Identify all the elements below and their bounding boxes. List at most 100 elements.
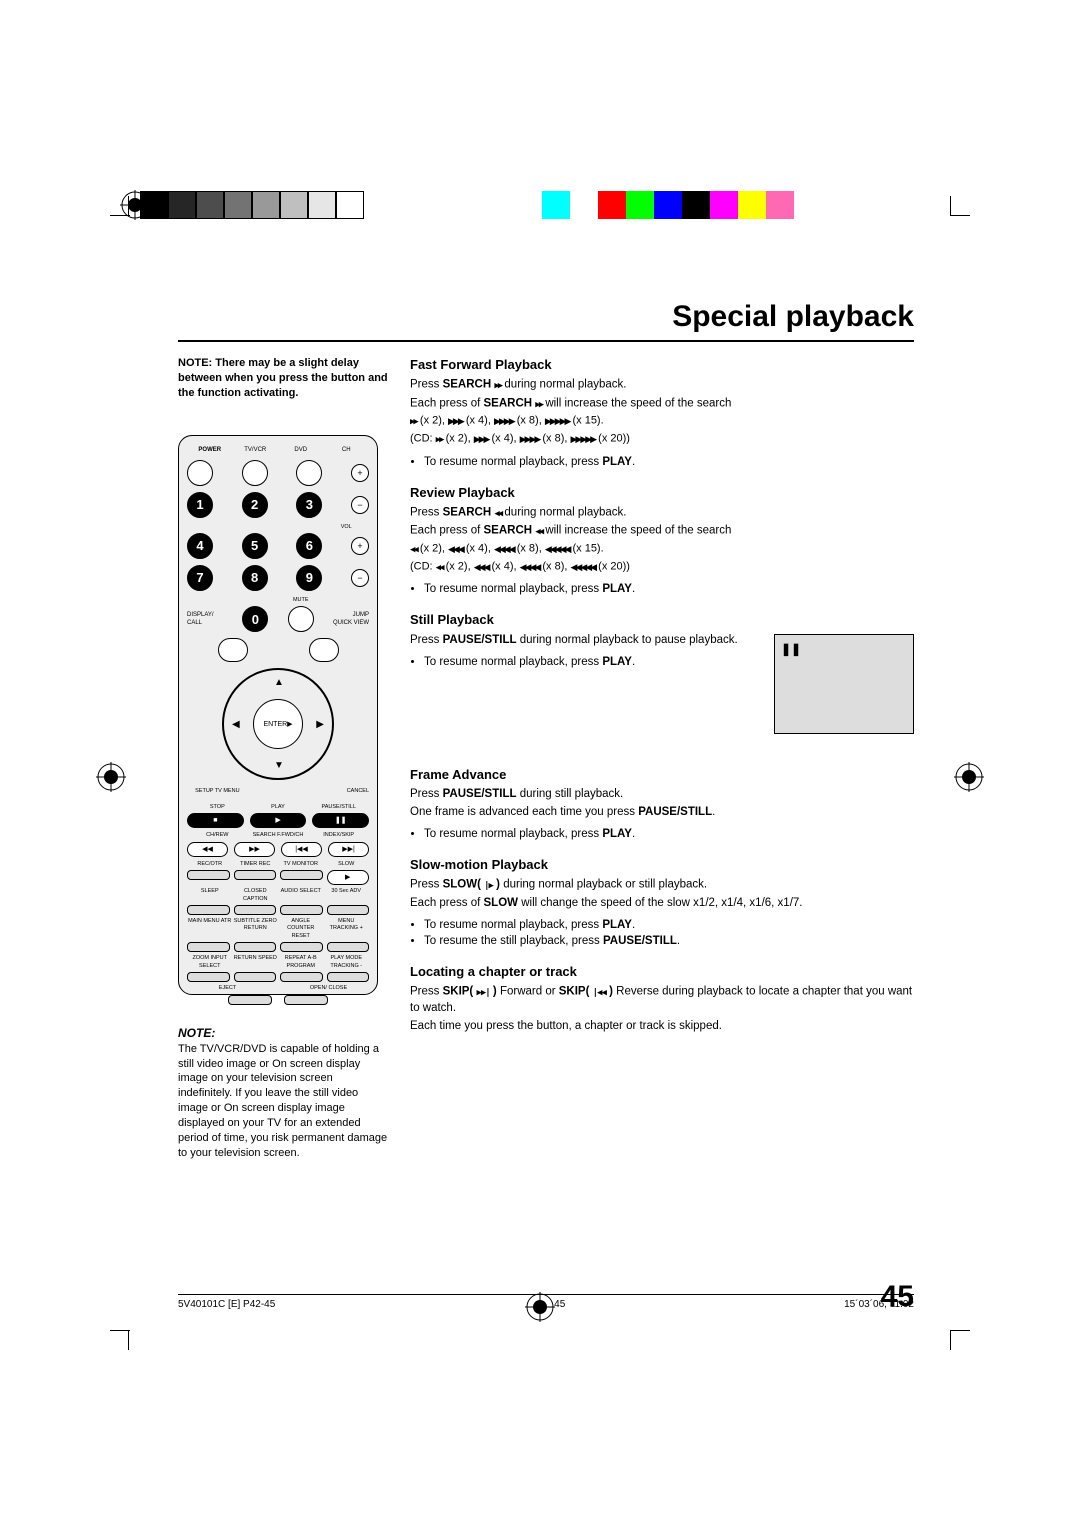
- frame-line1: Press PAUSE/STILL during still playback.: [410, 786, 914, 802]
- ff-icon: [570, 433, 595, 445]
- ch-down-button: −: [351, 496, 369, 514]
- return-button: [234, 972, 277, 982]
- remote-label: AUDIO SELECT: [278, 888, 324, 903]
- ff-cd-speeds: (CD: (x 2), (x 4), (x 8), (x 20)): [410, 431, 914, 447]
- remote-label: INDEX/SKIP: [308, 832, 369, 839]
- locate-line1: Press SKIP( ) Forward or SKIP( ) Reverse…: [410, 983, 914, 1016]
- remote-label: CLOSED CAPTION: [233, 888, 279, 903]
- remote-label: 30 Sec ADV: [324, 888, 370, 903]
- rw-icon: [474, 561, 489, 573]
- jump-label: JUMP QUICK VIEW: [333, 611, 369, 627]
- num-2-button: 2: [242, 492, 268, 518]
- enter-button: ENTER ▶: [253, 699, 303, 749]
- rw-line1: Press SEARCH during normal playback.: [410, 504, 914, 521]
- remote-control-diagram: POWERTV/VCRDVDCH + 1 2 3 − VOL 4 5: [178, 435, 378, 995]
- num-3-button: 3: [296, 492, 322, 518]
- note-heading: NOTE:: [178, 1025, 388, 1041]
- remote-label: PLAY: [248, 804, 309, 811]
- rw-cd-speeds: (CD: (x 2), (x 4), (x 8), (x 20)): [410, 559, 914, 575]
- tvvcr-button: [242, 460, 268, 486]
- remote-top-label: CH: [324, 446, 370, 454]
- repeat-button: [280, 972, 323, 982]
- rw-icon: [570, 561, 595, 573]
- remote-label: TV MONITOR: [278, 861, 324, 868]
- vol-down-button: −: [351, 569, 369, 587]
- rec-button: [187, 870, 230, 880]
- remote-label: SEARCH F.FWD/CH: [248, 832, 309, 839]
- skip-back-icon: [593, 983, 606, 1000]
- rw-icon: [436, 559, 443, 575]
- remote-label: RETURN SPEED: [233, 955, 279, 970]
- title-rule: [178, 340, 914, 342]
- remote-label: SLOW: [324, 861, 370, 868]
- open-close-button: [284, 995, 328, 1005]
- ff-line1: Press SEARCH during normal playback.: [410, 376, 914, 393]
- note-top: NOTE: There may be a slight delay betwee…: [178, 356, 388, 401]
- down-arrow-icon: ▼: [274, 759, 284, 773]
- crop-mark: [950, 196, 951, 216]
- cc-button: [234, 905, 277, 915]
- num-1-button: 1: [187, 492, 213, 518]
- rew-button: ◀◀: [187, 842, 228, 857]
- menu3-button: [280, 942, 323, 952]
- pause-button: ❚❚: [312, 813, 369, 828]
- playmode-button: [327, 972, 370, 982]
- audio-button: [280, 905, 323, 915]
- ff-icon: [410, 413, 417, 429]
- page-content: Special playback NOTE: There may be a sl…: [178, 300, 914, 1160]
- registration-mark-right-icon: [954, 762, 984, 792]
- gray-calibration-strip: [140, 191, 364, 219]
- left-column: NOTE: There may be a slight delay betwee…: [178, 356, 388, 1160]
- frame-line2: One frame is advanced each time you pres…: [410, 804, 914, 820]
- still-heading: Still Playback: [410, 611, 914, 629]
- enter-label: ENTER: [263, 720, 287, 729]
- ff-icon: [545, 415, 570, 427]
- eject-button: [228, 995, 272, 1005]
- remote-label: PAUSE/STILL: [308, 804, 369, 811]
- crop-mark: [128, 196, 129, 216]
- page-title: Special playback: [178, 300, 914, 334]
- remote-label: SUBTITLE ZERO RETURN: [233, 918, 279, 940]
- eject-label: EJECT: [187, 985, 268, 992]
- remote-top-label: TV/VCR: [233, 446, 279, 454]
- footer-doc-id: 5V40101C [E] P42-45: [178, 1299, 275, 1310]
- frame-resume: To resume normal playback, press PLAY.: [424, 826, 914, 842]
- crop-mark: [950, 1330, 951, 1350]
- remote-label: SLEEP: [187, 888, 233, 903]
- remote-label: STOP: [187, 804, 248, 811]
- mute-label: MUTE: [278, 597, 324, 604]
- ff-speeds: (x 2), (x 4), (x 8), (x 15).: [410, 413, 914, 429]
- dpad: ▲ ▼ ◀ ▶ ENTER ▶: [222, 668, 334, 780]
- zoom-button: [187, 972, 230, 982]
- registration-mark-bottom-icon: [525, 1292, 555, 1322]
- footer-timestamp: 15´03´06, 11:02: [844, 1299, 914, 1310]
- ff-icon: [474, 433, 489, 445]
- rw-icon: [494, 543, 514, 555]
- rw-resume: To resume normal playback, press PLAY.: [424, 581, 914, 597]
- remote-label: PLAY MODE TRACKING -: [324, 955, 370, 970]
- remote-label: CH/REW: [187, 832, 248, 839]
- rw-icon: [545, 543, 570, 555]
- skip-forward-icon: [476, 983, 489, 1000]
- display-button: [218, 638, 248, 662]
- num-7-button: 7: [187, 565, 213, 591]
- rw-line2: Each press of SEARCH will increase the s…: [410, 522, 914, 539]
- slow-icon: [484, 876, 493, 893]
- note-body: The TV/VCR/DVD is capable of holding a s…: [178, 1042, 388, 1161]
- registration-mark-left-icon: [96, 762, 126, 792]
- num-6-button: 6: [296, 533, 322, 559]
- rw-icon: [448, 543, 463, 555]
- cancel-label: CANCEL: [308, 788, 369, 795]
- slow-resume2: To resume the still playback, press PAUS…: [424, 933, 914, 949]
- crop-mark: [110, 1330, 130, 1331]
- ff-icon: [448, 415, 463, 427]
- remote-label: TIMER REC: [233, 861, 279, 868]
- display-call-label: DISPLAY/ CALL: [187, 611, 223, 627]
- power-button: [187, 460, 213, 486]
- skip-back-button: |◀◀: [281, 842, 322, 857]
- slow-heading: Slow-motion Playback: [410, 856, 914, 874]
- left-arrow-icon: ◀: [232, 718, 240, 732]
- rw-speeds: (x 2), (x 4), (x 8), (x 15).: [410, 541, 914, 557]
- crop-mark: [950, 1330, 970, 1331]
- printer-color-bars: [0, 188, 1080, 222]
